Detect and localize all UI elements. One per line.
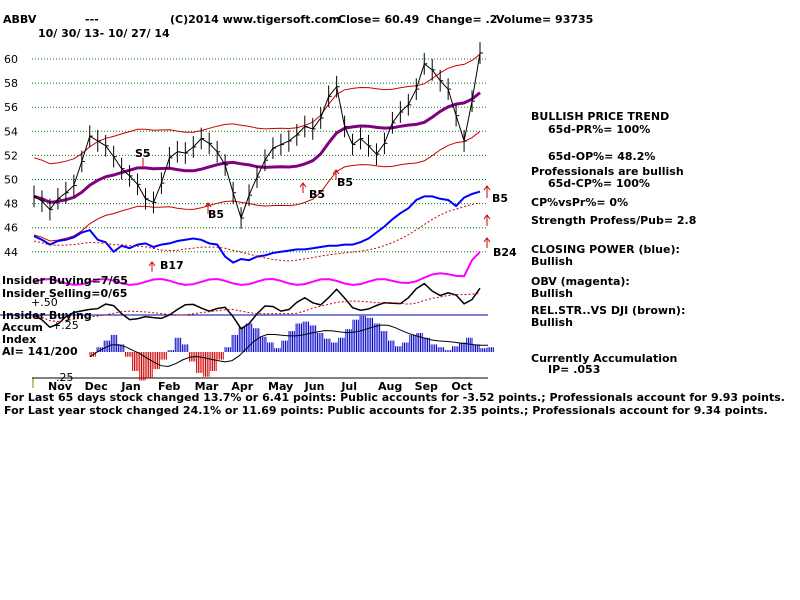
footer-line-year: For Last year stock changed 24.1% or 11.…	[4, 404, 768, 417]
dashes-label: ---	[85, 13, 99, 26]
buy-arrow-head	[483, 237, 491, 243]
chart-series	[33, 42, 488, 368]
closing-power-state: Bullish	[531, 255, 573, 268]
buy-arrow-head	[148, 261, 156, 267]
month-tick-jul: Jul	[340, 380, 357, 393]
month-tick-oct: Oct	[451, 380, 472, 393]
buy-arrow-head	[204, 202, 212, 208]
relstr-label: REL.STR..VS DJI (brown):	[531, 304, 686, 317]
strength-value: Strength Profess/Pub= 2.8	[531, 214, 697, 227]
accum-ma-line	[89, 324, 488, 368]
price-line	[33, 52, 481, 220]
month-axis: Nov Dec Jan Feb Mar Apr May Jun Jul Aug Sep Oct	[32, 378, 472, 393]
y-tick-44: 44	[4, 246, 18, 259]
closing-power-ma	[33, 202, 481, 262]
obv-line	[33, 251, 481, 286]
signal-b24: B24	[493, 246, 517, 259]
signal-b5_oct: B5	[492, 192, 508, 205]
op-value: 65d-OP%= 48.2%	[548, 150, 656, 163]
y-tick-58: 58	[4, 77, 18, 90]
y-tick-56: 56	[4, 101, 18, 114]
buy-arrow-head	[483, 185, 491, 191]
month-tick-mar: Mar	[195, 380, 219, 393]
signal-b5_feb: B5	[208, 208, 224, 221]
accumulation-histogram	[89, 315, 494, 381]
y-tick-52: 52	[4, 149, 18, 162]
y-tick-54: 54	[4, 125, 18, 138]
plus25-label: +.25	[52, 319, 79, 332]
lower-band-line	[33, 130, 481, 242]
month-tick-nov: Nov	[48, 380, 73, 393]
footer-line-65d: For Last 65 days stock changed 13.7% or …	[4, 391, 785, 404]
y-tick-48: 48	[4, 198, 18, 211]
insider-buying-label: Insider Buying=7/65	[2, 274, 128, 287]
obv-state: Bullish	[531, 287, 573, 300]
signal-b17: B17	[160, 259, 184, 272]
volume-value: Volume= 93735	[496, 13, 594, 26]
month-tick-jun: Jun	[304, 380, 325, 393]
date-range: 10/ 30/ 13- 10/ 27/ 14	[38, 27, 170, 40]
close-value: Close= 60.49	[338, 13, 420, 26]
pr-value: 65d-PR%= 100%	[548, 123, 651, 136]
signal-s5: S5	[135, 147, 151, 160]
y-tick-50: 50	[4, 174, 18, 187]
month-tick-dec: Dec	[85, 380, 108, 393]
insider-selling-label: Insider Selling=0/65	[2, 287, 128, 300]
pros-label: Professionals are bullish	[531, 165, 684, 178]
change-value: Change= .2	[426, 13, 498, 26]
ip-value: IP= .053	[548, 363, 601, 376]
cpvspr-value: CP%vsPr%= 0%	[531, 196, 629, 209]
cp-value: 65d-CP%= 100%	[548, 177, 650, 190]
minus25-label: -.25	[52, 371, 74, 384]
signal-b5_jul: B5	[337, 176, 353, 189]
ticker-label: ABBV	[3, 13, 37, 26]
buy-arrow-head	[332, 169, 340, 175]
trend-title: BULLISH PRICE TREND	[531, 110, 670, 123]
index-label: Index	[2, 333, 37, 346]
buy-arrow-head	[483, 214, 491, 220]
y-tick-46: 46	[4, 222, 18, 235]
ai-label: AI= 141/200	[2, 345, 78, 358]
upper-band-line	[33, 53, 481, 165]
relstr-state: Bullish	[531, 316, 573, 329]
accum-label: Accum	[2, 321, 43, 334]
accumulation-status: Currently Accumulation	[531, 352, 678, 365]
relstr-ma	[33, 292, 481, 323]
month-tick-jan: Jan	[120, 380, 140, 393]
month-tick-aug: Aug	[378, 380, 402, 393]
signal-markers: S5 B17 B5 B5 B5 B5 B24	[135, 147, 517, 272]
insider-buying-label-2: Insider Buying	[2, 309, 92, 322]
buy-arrow-head	[299, 182, 307, 188]
month-tick-may: May	[268, 380, 293, 393]
copyright-label: (C)2014 www.tigersoft.com	[170, 13, 341, 26]
month-tick-apr: Apr	[231, 380, 253, 393]
month-tick-sep: Sep	[415, 380, 438, 393]
price-axis-ticks: 60 58 56 54 52 50 48 46 44	[4, 53, 18, 259]
signal-b5_jun: B5	[309, 188, 325, 201]
closing-power-label: CLOSING POWER (blue):	[531, 243, 680, 256]
y-tick-60: 60	[4, 53, 18, 66]
month-tick-feb: Feb	[158, 380, 181, 393]
price-grid	[32, 58, 488, 253]
obv-label: OBV (magenta):	[531, 275, 630, 288]
plus50-label: +.50	[31, 296, 58, 309]
